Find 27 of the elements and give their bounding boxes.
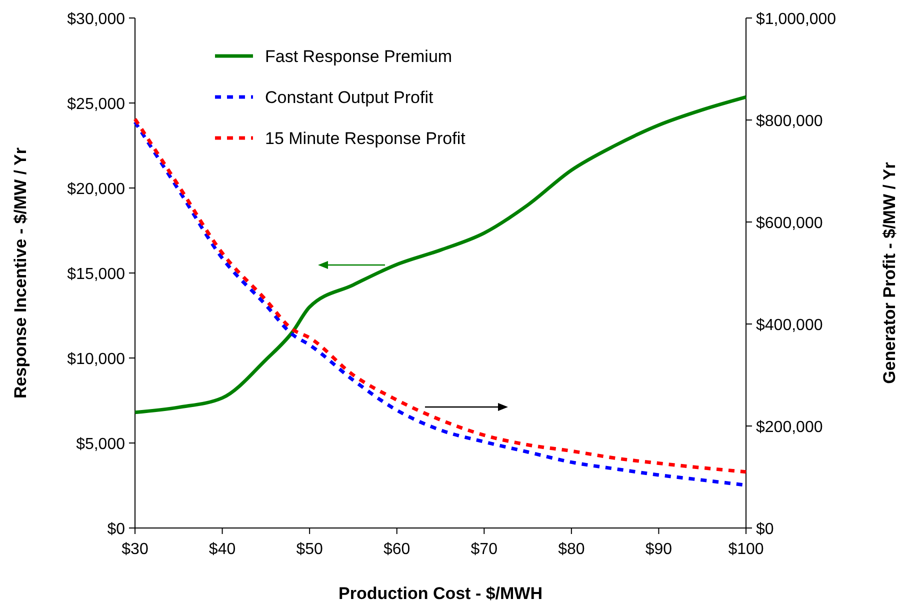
y2-tick-label: $200,000 [756,419,823,436]
legend-label: Constant Output Profit [265,88,434,107]
x-tick-label: $80 [558,541,585,558]
y-tick-label: $5,000 [76,436,126,453]
y-tick-label: $0 [107,521,126,538]
x-tick-label: $100 [728,541,764,558]
y-tick-label: $10,000 [67,351,126,368]
y-tick-label: $30,000 [67,11,126,28]
x-tick-label: $50 [296,541,324,558]
x-tick-label: $40 [208,541,236,558]
x-tick-label: $70 [470,541,498,558]
legend-label: Fast Response Premium [265,47,452,66]
y2-tick-label: $0 [756,521,774,538]
x-tick-label: $30 [122,541,148,558]
y-axis-title: Response Incentive - $/MW / Yr [11,147,30,398]
y2-tick-label: $400,000 [756,317,823,334]
x-tick-label: $90 [645,541,672,558]
y-tick-label: $20,000 [67,181,126,198]
y-tick-label: $25,000 [67,96,126,113]
y2-tick-label: $600,000 [756,215,823,232]
y2-tick-label: $800,000 [756,113,823,130]
x-axis-title: Production Cost - $/MWH [338,584,542,603]
y-tick-label: $15,000 [67,266,126,283]
legend-label: 15 Minute Response Profit [265,129,466,148]
y2-tick-label: $1,000,000 [756,11,836,28]
x-tick-label: $60 [384,541,410,558]
y2-axis-title: Generator Profit - $/MW / Yr [880,162,899,384]
